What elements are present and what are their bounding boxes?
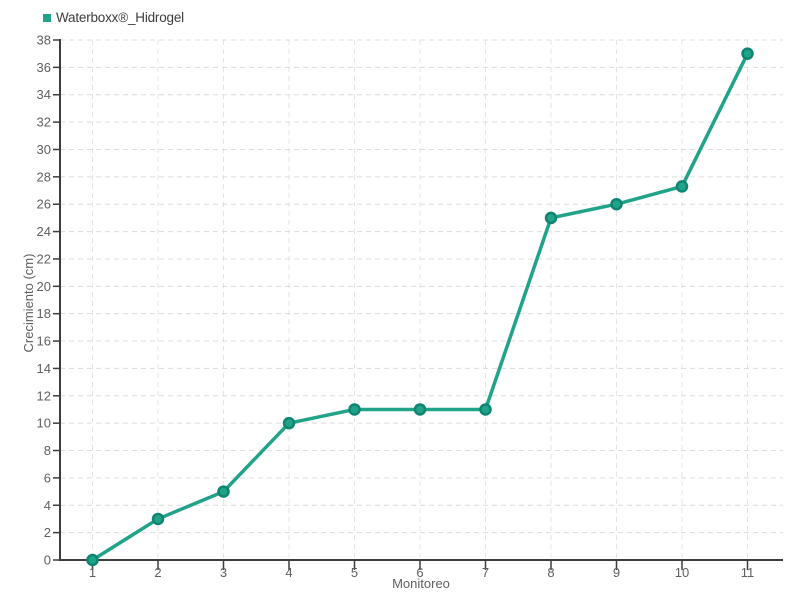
- y-tick-label: 38: [37, 33, 51, 48]
- x-tick-label: 6: [416, 565, 423, 580]
- legend-label: Waterboxx®_Hidrogel: [56, 10, 184, 25]
- x-tick-label: 2: [154, 565, 161, 580]
- legend-marker-icon: [43, 13, 51, 22]
- data-point[interactable]: [675, 180, 689, 193]
- y-tick-label: 6: [44, 470, 51, 485]
- gridlines: [60, 39, 783, 560]
- y-tick-label: 30: [37, 142, 51, 157]
- y-tick-label: 34: [37, 87, 51, 102]
- y-tick-label: 4: [44, 498, 51, 513]
- y-tick-label: 2: [44, 525, 51, 540]
- data-point[interactable]: [217, 485, 230, 498]
- y-tick-label: 22: [37, 251, 51, 266]
- data-point[interactable]: [282, 416, 296, 430]
- y-tick-label: 20: [37, 279, 51, 294]
- y-tick-label: 24: [37, 224, 51, 239]
- y-tick-label: 26: [37, 197, 51, 212]
- axes: [59, 39, 783, 561]
- data-point[interactable]: [413, 403, 427, 416]
- y-tick-label: 36: [37, 60, 51, 75]
- data-point[interactable]: [479, 403, 492, 416]
- data-point[interactable]: [151, 512, 165, 526]
- x-tick-label: 4: [285, 565, 292, 580]
- x-axis-title: Monitoreo: [392, 576, 450, 591]
- y-tick-label: 0: [44, 553, 51, 568]
- y-tick-label: 16: [37, 334, 51, 349]
- data-point[interactable]: [741, 47, 754, 60]
- y-tick-label: 32: [37, 115, 51, 130]
- y-tick-label: 10: [37, 416, 51, 431]
- x-tick-label: 11: [741, 565, 755, 580]
- x-tick-label: 9: [613, 565, 620, 580]
- data-point[interactable]: [544, 211, 558, 225]
- x-tick-label: 1: [89, 565, 96, 580]
- series-group: [86, 47, 754, 567]
- x-tick-label: 5: [351, 565, 358, 580]
- y-tick-label: 18: [37, 306, 51, 321]
- x-tick-label: 7: [482, 565, 489, 580]
- y-tick-label: 8: [44, 443, 51, 458]
- y-tick-label: 28: [37, 169, 51, 184]
- x-tick-label: 10: [675, 565, 689, 580]
- x-tick-label: 3: [220, 565, 227, 580]
- legend-item[interactable]: Waterboxx®_Hidrogel: [43, 10, 184, 25]
- data-point[interactable]: [348, 403, 361, 416]
- y-tick-label: 14: [37, 361, 51, 376]
- data-point[interactable]: [86, 553, 99, 567]
- y-tick-label: 12: [37, 388, 51, 403]
- axis-ticks: [53, 39, 749, 570]
- x-tick-label: 8: [547, 565, 554, 580]
- data-point[interactable]: [610, 197, 623, 211]
- y-axis-title: Crecimiento (cm): [21, 254, 36, 353]
